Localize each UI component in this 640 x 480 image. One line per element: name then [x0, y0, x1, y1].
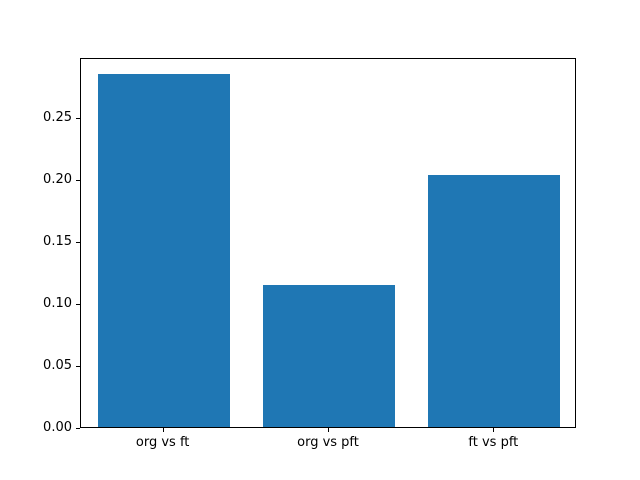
y-tick-mark: [76, 303, 80, 305]
bar-org-vs-pft: [262, 285, 396, 427]
y-tick-label: 0.25: [43, 109, 72, 125]
bar-org-vs-ft: [97, 74, 230, 427]
y-tick-label: 0.20: [43, 171, 72, 187]
x-tick-mark: [162, 428, 164, 432]
y-tick-mark: [76, 117, 80, 119]
x-tick-mark: [493, 428, 495, 432]
y-tick-mark: [76, 365, 80, 367]
x-tick-mark: [328, 428, 329, 432]
x-tick-label: org vs pft: [297, 435, 359, 450]
x-tick-label: org vs ft: [135, 435, 190, 450]
y-tick-label: 0.00: [43, 420, 72, 435]
y-tick-label: 0.15: [43, 233, 72, 249]
y-tick-mark: [76, 179, 80, 181]
plot-area: [80, 58, 576, 428]
bar-ft-vs-pft: [428, 174, 561, 427]
y-tick-mark: [76, 428, 80, 429]
y-tick-label: 0.10: [43, 295, 72, 311]
x-tick-label: ft vs pft: [468, 435, 519, 450]
y-tick-mark: [76, 241, 80, 243]
y-tick-label: 0.05: [43, 357, 72, 373]
